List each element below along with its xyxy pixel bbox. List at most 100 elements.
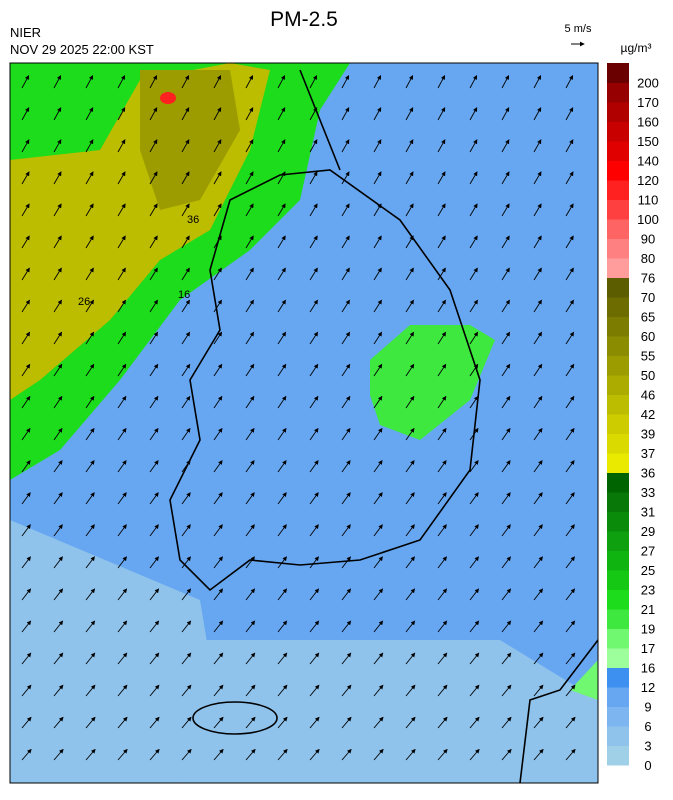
colorbar-segment [607, 414, 629, 434]
wind-arrow [533, 524, 543, 537]
colorbar-segment [607, 472, 629, 493]
olive-area [140, 70, 240, 210]
colorbar-label: 23 [641, 583, 655, 598]
colorbar-label: 27 [641, 544, 655, 559]
wind-arrow [405, 652, 416, 665]
colorbar-segment [607, 706, 629, 727]
wind-arrow [277, 524, 287, 537]
wind-arrow [533, 459, 543, 473]
wind-arrow [245, 267, 254, 281]
wind-arrow [21, 556, 31, 569]
wind-arrow [245, 139, 254, 153]
wind-arrow [533, 556, 543, 569]
wind-arrow [501, 267, 510, 281]
colorbar-label: 37 [641, 446, 655, 461]
wind-arrow [85, 492, 95, 505]
colorbar-segment [607, 121, 629, 142]
wind-arrow [117, 139, 126, 153]
wind-arrow [501, 139, 510, 153]
low-area [160, 640, 598, 783]
wind-arrow [405, 556, 415, 569]
wind-arrow [149, 139, 158, 153]
wind-arrow [53, 620, 64, 633]
wind-arrow [501, 203, 510, 217]
wind-arrow [181, 588, 192, 601]
colorbar-label: 140 [637, 154, 659, 169]
wind-arrow [309, 299, 318, 313]
colorbar-segment [607, 199, 629, 220]
wind-arrow [469, 748, 480, 761]
contour-label: 36 [187, 214, 199, 226]
wind-arrow [533, 620, 544, 633]
colorbar-segment [607, 238, 629, 259]
wind-arrow [341, 684, 352, 697]
wind-arrow [469, 395, 479, 409]
wind-arrow [277, 331, 287, 345]
wind-arrow [149, 331, 159, 345]
wind-arrow [149, 620, 160, 633]
wind-arrow [501, 331, 511, 345]
wind-arrow [437, 139, 446, 153]
wind-arrow [373, 748, 384, 761]
wind-arrow [213, 363, 223, 377]
wind-arrow [277, 620, 288, 633]
colorbar-segment [607, 550, 629, 571]
colorbar-label: 16 [641, 661, 655, 676]
colorbar-label: 17 [641, 641, 655, 656]
wind-arrow [245, 492, 255, 505]
colorbar-segment [607, 258, 629, 278]
colorbar-label: 65 [641, 310, 655, 325]
wind-arrow [245, 75, 254, 89]
wind-arrow [469, 620, 480, 633]
wind-arrow [181, 171, 190, 185]
wind-arrow [181, 684, 192, 697]
wind-arrow [565, 139, 574, 153]
wind-arrow [277, 363, 287, 377]
colorbar-label: 46 [641, 388, 655, 403]
wind-arrow [181, 556, 191, 569]
wind-arrow [309, 459, 319, 473]
wind-arrow [533, 363, 543, 377]
wind-arrow [85, 524, 95, 537]
wind-arrow [181, 524, 191, 537]
wind-arrow [309, 492, 319, 505]
wind-arrow [373, 556, 383, 569]
wind-arrow [373, 171, 382, 185]
colorbar-label: 39 [641, 427, 655, 442]
wind-arrow [245, 556, 255, 569]
colorbar-segment [607, 82, 629, 103]
wind-arrows [21, 75, 576, 761]
wind-arrow [53, 427, 63, 441]
wind-arrow [213, 492, 223, 505]
colorbar-segment [607, 297, 629, 317]
colorbar-label: 60 [641, 329, 655, 344]
wind-arrow [501, 299, 510, 313]
wind-arrow [469, 235, 478, 249]
map [10, 63, 598, 783]
wind-arrow [277, 107, 286, 121]
wind-arrow [533, 331, 543, 345]
wind-arrow [565, 267, 574, 281]
wind-arrow [213, 748, 224, 761]
wind-arrow [341, 107, 350, 121]
wind-arrow [437, 171, 446, 185]
wind-arrow [533, 75, 542, 89]
wind-arrow [501, 363, 511, 377]
colorbar-segment [607, 141, 629, 161]
colorbar-segment [607, 316, 629, 337]
wind-arrow [213, 524, 223, 537]
wind-arrow [21, 652, 32, 665]
wind-arrow [405, 620, 416, 633]
wind-arrow [117, 748, 128, 761]
wind-arrow [245, 652, 256, 665]
wind-arrow [117, 716, 128, 729]
colorbar-label: 36 [641, 466, 655, 481]
wind-arrow [277, 652, 288, 665]
wind-arrow [341, 524, 351, 537]
wind-arrow [373, 620, 384, 633]
wind-arrow [309, 427, 319, 441]
wind-arrow [213, 299, 222, 313]
wind-arrow [565, 203, 574, 217]
wind-arrow [405, 171, 414, 185]
